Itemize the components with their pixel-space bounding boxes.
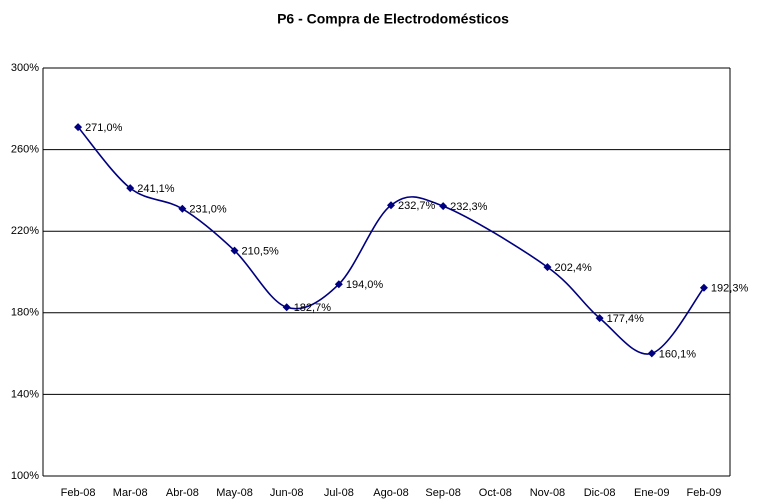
line-segment (651, 287, 705, 355)
x-tick-label: Nov-08 (530, 487, 565, 499)
grid-layer: 100% 140% 180% 220% 260% 300% Feb-08 Mar-08 Abr-… (11, 62, 731, 499)
data-point (595, 314, 604, 323)
value-label: 232,3% (450, 201, 488, 213)
x-tick-label: Feb-08 (61, 487, 96, 499)
data-point (126, 184, 135, 193)
x-tick-label: Jul-08 (324, 487, 354, 499)
data-point (647, 349, 656, 358)
x-tick-label: Abr-08 (166, 487, 199, 499)
x-tick-label: Ago-08 (373, 487, 408, 499)
data-point (387, 201, 395, 210)
line-segment (129, 187, 183, 210)
mark-layer: 271,0% 241,1% 231,0% 210,5% 182,7% 194,0% 232,… (74, 122, 748, 360)
line-segment (286, 283, 340, 310)
line-segment (546, 266, 601, 319)
y-tick-label: 220% (11, 225, 39, 237)
value-label: 194,0% (346, 279, 384, 291)
value-label: 202,4% (554, 262, 592, 274)
value-label: 232,7% (398, 200, 436, 212)
line-segment (338, 204, 392, 285)
x-tick-label: Ene-09 (634, 487, 669, 499)
line-segment (77, 126, 131, 189)
y-tick-label: 260% (11, 144, 39, 156)
x-tick-label: Mar-08 (113, 487, 148, 499)
line-segment (442, 205, 548, 268)
line-segment (181, 208, 236, 252)
data-point (74, 123, 83, 132)
value-label: 241,1% (137, 183, 175, 195)
data-point (230, 246, 239, 255)
line-segment (599, 317, 652, 355)
value-label: 271,0% (85, 122, 123, 134)
x-tick-label: Oct-08 (479, 487, 512, 499)
value-label: 160,1% (659, 348, 697, 360)
chart-title: P6 - Compra de Electrodomésticos (277, 11, 509, 27)
y-tick-label: 100% (11, 470, 39, 482)
x-tick-label: Jun-08 (270, 487, 304, 499)
value-label: 177,4% (607, 313, 645, 325)
data-point (178, 204, 187, 213)
y-tick-label: 180% (11, 307, 39, 319)
x-tick-label: Sep-08 (425, 487, 460, 499)
value-label: 210,5% (242, 245, 280, 257)
x-tick-label: May-08 (216, 487, 253, 499)
y-tick-label: 140% (11, 388, 39, 400)
data-point (699, 283, 708, 292)
value-label: 231,0% (189, 204, 227, 216)
x-tick-label: Feb-09 (686, 487, 721, 499)
line-segment (390, 196, 444, 207)
value-label: 192,3% (711, 283, 749, 295)
data-point (439, 202, 448, 211)
x-tick-label: Dic-08 (584, 487, 616, 499)
value-label: 182,7% (294, 302, 332, 314)
data-point (334, 280, 343, 289)
y-tick-label: 300% (11, 62, 39, 74)
data-point (543, 263, 552, 272)
line-layer (77, 126, 705, 355)
data-point (282, 303, 291, 312)
line-segment (233, 249, 287, 309)
